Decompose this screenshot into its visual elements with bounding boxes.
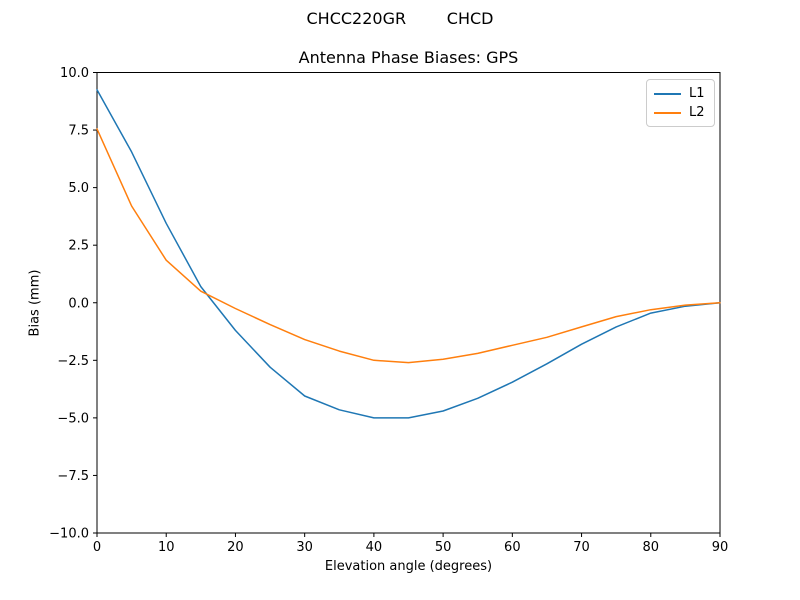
x-tick-label: 20 — [227, 540, 244, 555]
x-tick-label: 70 — [573, 540, 590, 555]
legend-entry-l2: L2 — [652, 103, 709, 122]
y-tick-label: 0.0 — [68, 296, 89, 311]
legend-label-l1: L1 — [689, 86, 705, 101]
x-tick-label: 80 — [643, 540, 660, 555]
x-tick-label: 0 — [93, 540, 101, 555]
x-tick-label: 90 — [712, 540, 729, 555]
legend-entry-l1: L1 — [652, 84, 709, 103]
y-tick-label: −5.0 — [57, 411, 89, 426]
figure-suptitle: CHCC220GR CHCD — [306, 9, 494, 28]
line-l2 — [96, 128, 721, 364]
y-tick-label: −7.5 — [57, 469, 89, 484]
y-tick-label: 5.0 — [68, 181, 89, 196]
axes-spines — [96, 72, 721, 534]
y-axis-label: Bias (mm) — [27, 269, 43, 337]
legend-line-swatch-l1 — [654, 92, 681, 95]
legend-line-swatch-l2 — [654, 111, 681, 114]
legend: L1 L2 — [646, 79, 715, 127]
y-tick-label: 2.5 — [68, 239, 89, 254]
chart-title: Antenna Phase Biases: GPS — [298, 48, 519, 67]
y-tick-label: −2.5 — [57, 354, 89, 369]
line-l1 — [96, 89, 721, 419]
y-tick-label: 10.0 — [60, 66, 89, 81]
x-tick-label: 50 — [435, 540, 452, 555]
x-tick-label: 40 — [366, 540, 383, 555]
x-tick-label: 60 — [504, 540, 521, 555]
x-tick-label: 10 — [158, 540, 175, 555]
x-axis-label: Elevation angle (degrees) — [324, 559, 493, 574]
x-tick-label: 30 — [296, 540, 313, 555]
y-tick-label: 7.5 — [68, 124, 89, 139]
legend-label-l2: L2 — [689, 105, 705, 120]
y-tick-label: −10.0 — [49, 527, 89, 542]
